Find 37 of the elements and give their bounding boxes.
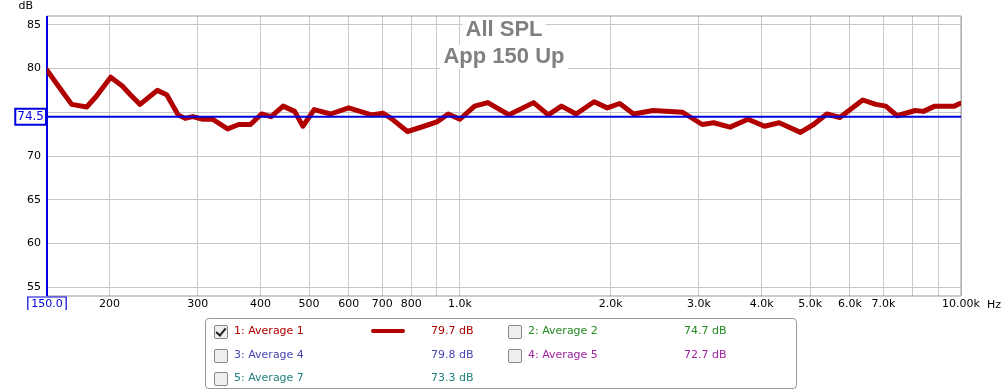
x-tick-label: 4.0k xyxy=(749,297,775,311)
x-tick-label: 6.0k xyxy=(837,297,863,311)
x-tick-label: 700 xyxy=(371,297,393,311)
x-tick-label: 150.0 xyxy=(31,297,63,311)
text: 79.8 dB xyxy=(431,348,474,362)
text: 79.7 dB xyxy=(431,324,474,338)
y-tick-label: 60 xyxy=(27,236,41,250)
x-tick-label: 800 xyxy=(400,297,422,311)
x-tick-label: 3.0k xyxy=(687,297,712,311)
y-tick-label: 55 xyxy=(27,280,41,294)
x-tick-label: 200 xyxy=(99,297,121,311)
text: 5: Average 7 xyxy=(234,371,304,385)
text: 4: Average 5 xyxy=(528,348,598,362)
text: 73.3 dB xyxy=(431,371,474,385)
x-tick-label: 600 xyxy=(338,297,360,311)
x-tick-label: 5.0k xyxy=(798,297,823,311)
text: 1: Average 1 xyxy=(234,324,304,338)
x-tick-label: 500 xyxy=(298,297,320,311)
text: App 150 Up xyxy=(443,43,565,69)
x-tick-label: 1.0k xyxy=(447,297,473,311)
y-tick-label: 65 xyxy=(27,192,41,206)
x-tick-label: 2.0k xyxy=(598,297,624,311)
x-tick-label: 7.0k xyxy=(871,297,896,311)
y-tick-label: 70 xyxy=(27,148,41,162)
x-tick-label: 300 xyxy=(187,297,209,311)
text: 74.7 dB xyxy=(684,324,727,338)
y-tick-label: 85 xyxy=(27,17,41,31)
x-axis-title: Hz xyxy=(987,297,1002,311)
chart-title: All SPL xyxy=(465,16,543,42)
y-tick-label: 80 xyxy=(27,61,41,75)
ref-line-label: 74.5 xyxy=(17,108,44,123)
text: 72.7 dB xyxy=(684,348,727,362)
y-axis-title: dB xyxy=(18,0,33,12)
text: 3: Average 4 xyxy=(234,348,304,362)
x-tick-label: 400 xyxy=(249,297,271,311)
text: 2: Average 2 xyxy=(528,324,598,338)
x-tick-label: 10.00k xyxy=(942,297,981,311)
